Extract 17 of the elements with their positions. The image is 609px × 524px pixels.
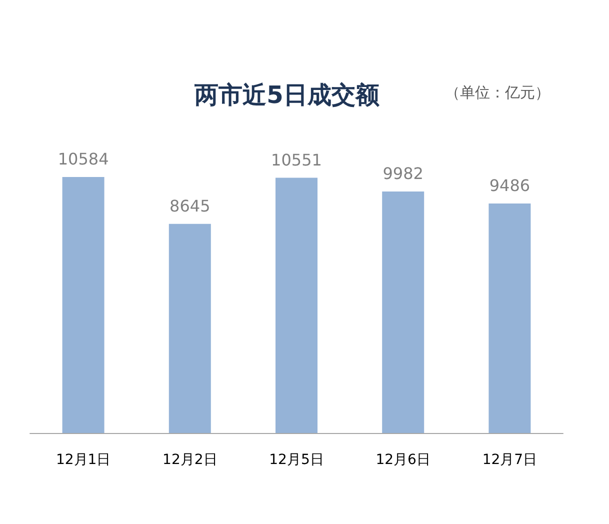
x-tick-label: 12月6日 bbox=[376, 452, 430, 468]
bar bbox=[276, 178, 318, 433]
bar bbox=[168, 224, 211, 433]
data-label: 9486 bbox=[489, 176, 530, 196]
data-label: 10551 bbox=[271, 150, 322, 170]
chart-title: 两市近5日成交额 bbox=[194, 81, 380, 109]
bar bbox=[62, 177, 104, 433]
chart-subtitle: （单位：亿元） bbox=[445, 84, 550, 102]
data-label: 9982 bbox=[382, 164, 424, 184]
x-tick-label: 12月5日 bbox=[269, 452, 324, 468]
data-label: 10584 bbox=[58, 150, 109, 168]
x-tick-label: 12月2日 bbox=[162, 452, 218, 468]
data-label: 8645 bbox=[170, 196, 210, 216]
bar bbox=[382, 192, 424, 433]
x-tick-label: 12月1日 bbox=[56, 452, 111, 468]
x-tick-label: 12月7日 bbox=[482, 452, 538, 468]
bar bbox=[488, 204, 531, 433]
